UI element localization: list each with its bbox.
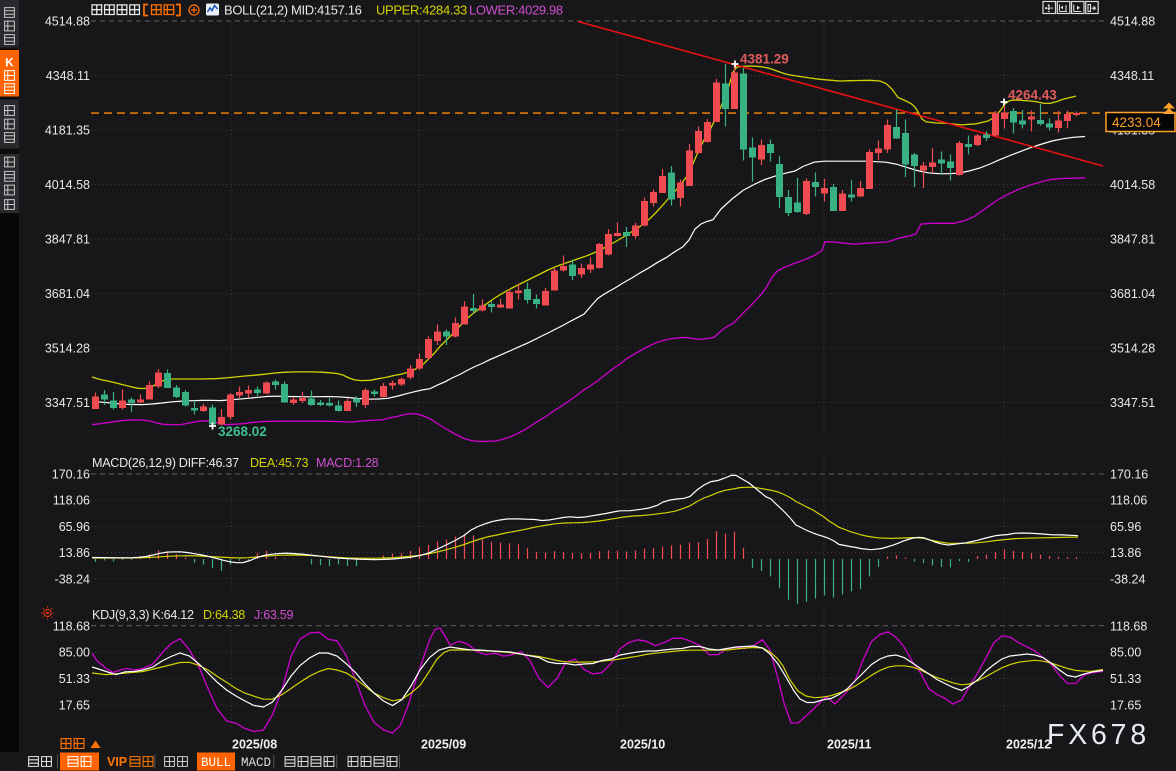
svg-text:4264.43: 4264.43 xyxy=(1008,88,1057,103)
svg-text:-38.24: -38.24 xyxy=(1110,572,1145,586)
svg-text:4348.11: 4348.11 xyxy=(1110,69,1154,83)
svg-text:3847.81: 3847.81 xyxy=(1110,233,1155,247)
svg-text:4181.35: 4181.35 xyxy=(45,124,90,138)
svg-text:118.06: 118.06 xyxy=(53,494,90,508)
svg-text:51.33: 51.33 xyxy=(59,672,90,686)
svg-text:3681.04: 3681.04 xyxy=(45,287,90,301)
svg-text:2025/09: 2025/09 xyxy=(421,738,466,752)
svg-text:118.68: 118.68 xyxy=(53,619,90,633)
svg-text:4381.29: 4381.29 xyxy=(740,52,789,67)
svg-text:65.96: 65.96 xyxy=(59,520,90,534)
svg-text:85.00: 85.00 xyxy=(59,646,90,660)
svg-text:VIP: VIP xyxy=(107,755,127,769)
svg-text:FX678: FX678 xyxy=(1047,719,1150,751)
svg-text:D:64.38: D:64.38 xyxy=(203,608,245,622)
svg-text:4014.58: 4014.58 xyxy=(45,178,90,192)
svg-text:K: K xyxy=(5,56,14,70)
svg-text:170.16: 170.16 xyxy=(1110,468,1148,482)
svg-text:3514.28: 3514.28 xyxy=(1110,342,1155,356)
svg-text:-38.24: -38.24 xyxy=(55,572,90,586)
svg-text:J:63.59: J:63.59 xyxy=(254,608,294,622)
svg-text:17.65: 17.65 xyxy=(1110,699,1141,713)
svg-text:51.33: 51.33 xyxy=(1110,672,1141,686)
svg-text:DEA:45.73: DEA:45.73 xyxy=(250,456,309,470)
svg-text:4514.88: 4514.88 xyxy=(1110,15,1155,29)
svg-text:BULL: BULL xyxy=(201,756,231,770)
svg-text:13.86: 13.86 xyxy=(59,546,90,560)
svg-text:3347.51: 3347.51 xyxy=(1110,396,1155,410)
svg-text:4514.88: 4514.88 xyxy=(45,15,90,29)
svg-text:3847.81: 3847.81 xyxy=(45,233,90,247)
svg-text:UPPER:4284.33: UPPER:4284.33 xyxy=(376,3,467,18)
svg-text:MACD:1.28: MACD:1.28 xyxy=(316,456,379,470)
svg-text:2025/12: 2025/12 xyxy=(1006,738,1051,752)
svg-text:170.16: 170.16 xyxy=(52,468,90,482)
svg-text:65.96: 65.96 xyxy=(1110,520,1141,534)
svg-text:2025/10: 2025/10 xyxy=(620,738,665,752)
svg-text:85.00: 85.00 xyxy=(1110,646,1141,660)
svg-text:17.65: 17.65 xyxy=(59,699,90,713)
svg-text:LOWER:4029.98: LOWER:4029.98 xyxy=(469,3,563,18)
svg-text:MACD: MACD xyxy=(241,756,271,770)
svg-text:3268.02: 3268.02 xyxy=(218,424,267,439)
svg-text:118.68: 118.68 xyxy=(1110,619,1147,633)
svg-text:4014.58: 4014.58 xyxy=(1110,178,1155,192)
svg-text:3514.28: 3514.28 xyxy=(45,342,90,356)
svg-text:3681.04: 3681.04 xyxy=(1110,287,1155,301)
svg-text:BOLL(21,2) MID:4157.16: BOLL(21,2) MID:4157.16 xyxy=(224,3,362,18)
svg-text:13.86: 13.86 xyxy=(1110,546,1141,560)
svg-text:4233.04: 4233.04 xyxy=(1112,115,1161,130)
svg-text:3347.51: 3347.51 xyxy=(45,396,90,410)
svg-text:2025/08: 2025/08 xyxy=(232,738,277,752)
svg-text:4348.11: 4348.11 xyxy=(46,69,90,83)
svg-text:KDJ(9,3,3) K:64.12: KDJ(9,3,3) K:64.12 xyxy=(92,608,194,622)
svg-text:MACD(26,12,9) DIFF:46.37: MACD(26,12,9) DIFF:46.37 xyxy=(92,456,239,470)
svg-text:2025/11: 2025/11 xyxy=(827,738,872,752)
svg-text:118.06: 118.06 xyxy=(1110,494,1147,508)
